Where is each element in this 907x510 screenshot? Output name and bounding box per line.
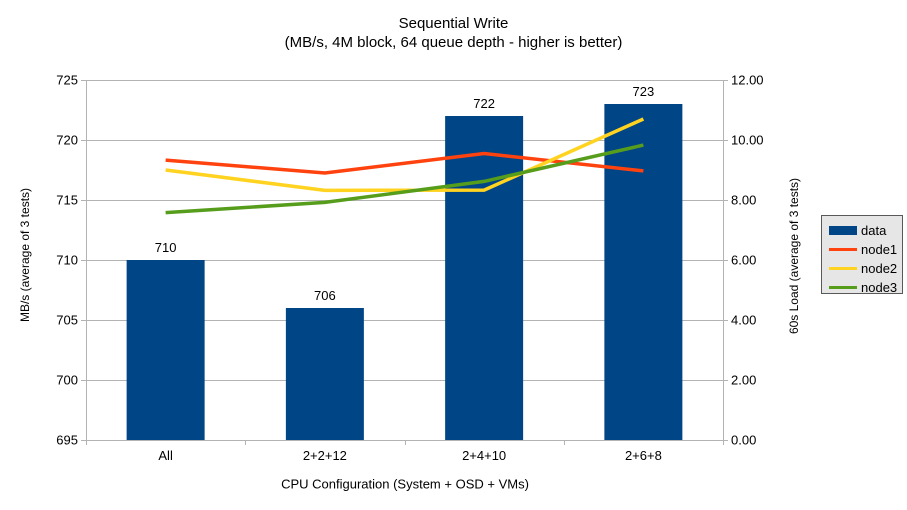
legend-swatch-data: [829, 226, 857, 235]
legend-item-data: data: [829, 221, 902, 240]
chart-subtitle: (MB/s, 4M block, 64 queue depth - higher…: [284, 34, 623, 51]
right-tick-label: 6.00: [731, 253, 756, 268]
legend-item-node1: node1: [829, 240, 902, 259]
left-tick-label: 695: [56, 433, 78, 448]
x-category-label: 2+2+12: [303, 448, 347, 463]
legend-label: node3: [861, 280, 898, 295]
left-tick-label: 705: [56, 313, 78, 328]
line-node2: [165, 117, 645, 193]
right-tick-label: 8.00: [731, 193, 756, 208]
left-tick-label: 725: [56, 73, 78, 88]
left-tick-label: 715: [56, 193, 78, 208]
line-node1: [165, 151, 644, 175]
legend-item-node3: node3: [829, 278, 902, 297]
legend-swatch-node1: [829, 247, 857, 252]
legend-swatch-node3: [829, 285, 857, 290]
right-tick-label: 10.00: [731, 133, 764, 148]
legend-label: node2: [861, 261, 898, 276]
legend: data node1 node2 node3: [821, 215, 903, 294]
x-axis-title: CPU Configuration (System + OSD + VMs): [281, 476, 529, 492]
legend-item-node2: node2: [829, 259, 902, 278]
bar-value-label: 706: [314, 288, 336, 303]
bar-2+2+12: [285, 308, 364, 440]
bar-value-label: 723: [633, 84, 655, 99]
chart-title: Sequential Write: [398, 15, 509, 32]
x-category-label: All: [158, 448, 173, 463]
left-tick-label: 710: [56, 253, 78, 268]
legend-label: data: [861, 223, 887, 238]
legend-swatch-node2: [829, 266, 857, 271]
right-tick-label: 12.00: [731, 73, 764, 88]
bar-All: [126, 260, 205, 440]
left-tick-label: 700: [56, 373, 78, 388]
legend-label: node1: [861, 242, 898, 257]
bar-2+4+10: [445, 116, 524, 440]
bar-value-label: 710: [155, 240, 177, 255]
line-node3: [165, 143, 644, 215]
x-category-label: 2+6+8: [625, 448, 662, 463]
left-tick-label: 720: [56, 133, 78, 148]
bar-2+6+8: [604, 104, 683, 440]
right-tick-label: 2.00: [731, 373, 756, 388]
bar-value-label: 722: [473, 96, 495, 111]
right-tick-label: 0.00: [731, 433, 756, 448]
right-tick-label: 4.00: [731, 313, 756, 328]
x-category-label: 2+4+10: [462, 448, 506, 463]
